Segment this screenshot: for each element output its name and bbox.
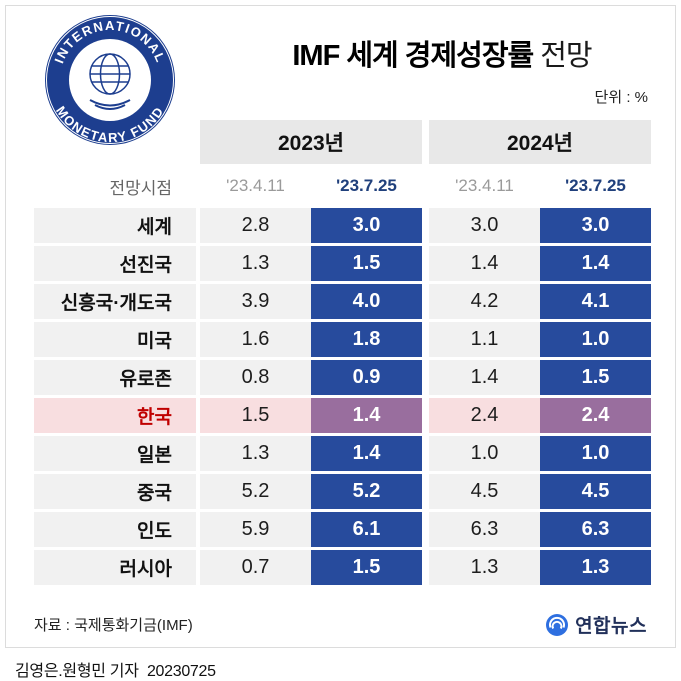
cell-value: 2.4 [429, 398, 540, 433]
row-label: 세계 [34, 208, 196, 243]
cell-value: 0.9 [311, 360, 422, 395]
cell-value: 1.5 [311, 550, 422, 585]
cell-value: 4.5 [429, 474, 540, 509]
cell-value: 1.0 [429, 436, 540, 471]
date-header: '23.7.25 [336, 176, 397, 195]
cell-value: 5.9 [200, 512, 311, 547]
year-header-2024: 2024년 [429, 120, 651, 164]
table-row: 선진국 1.3 1.5 1.4 1.4 [34, 246, 651, 281]
row-label: 유로존 [34, 360, 196, 395]
cell-value: 4.5 [540, 474, 651, 509]
imf-logo-icon: INTERNATIONAL MONETARY FUND [45, 15, 175, 145]
table-row: 세계 2.8 3.0 3.0 3.0 [34, 208, 651, 243]
imf-globe-icon [89, 53, 131, 110]
column-group-gap [422, 284, 429, 319]
cell-value: 1.4 [540, 246, 651, 281]
table-row: 러시아 0.7 1.5 1.3 1.3 [34, 550, 651, 585]
cell-value: 4.2 [429, 284, 540, 319]
yonhap-icon [546, 613, 569, 636]
cell-value: 6.1 [311, 512, 422, 547]
title-main: IMF 세계 경제성장률 [292, 40, 534, 72]
cell-value: 1.1 [429, 322, 540, 357]
unit-label: 단위 : % [594, 89, 648, 106]
cell-value: 1.5 [311, 246, 422, 281]
cell-value: 5.2 [200, 474, 311, 509]
date-header: '23.4.11 [455, 176, 514, 195]
cell-value: 2.4 [540, 398, 651, 433]
yonhap-logo: 연합뉴스 [545, 611, 647, 638]
cell-value: 4.1 [540, 284, 651, 319]
column-group-gap [422, 360, 429, 395]
column-group-gap [422, 120, 429, 164]
cell-value: 1.8 [311, 322, 422, 357]
column-group-gap [422, 166, 429, 206]
row-label: 중국 [34, 474, 196, 509]
year-header-2023: 2023년 [200, 120, 422, 164]
table-row: 유로존 0.8 0.9 1.4 1.5 [34, 360, 651, 395]
row-label: 인도 [34, 512, 196, 547]
cell-value: 1.0 [540, 322, 651, 357]
row-label: 한국 [34, 398, 196, 433]
forecast-point-label: 전망시점 [109, 178, 172, 198]
cell-value: 1.4 [311, 436, 422, 471]
table-row: 미국 1.6 1.8 1.1 1.0 [34, 322, 651, 357]
row-label: 선진국 [34, 246, 196, 281]
column-group-gap [422, 550, 429, 585]
table-row: 신흥국·개도국 3.9 4.0 4.2 4.1 [34, 284, 651, 319]
table-body: 세계 2.8 3.0 3.0 3.0 선진국 1.3 1.5 1.4 1.4 신… [34, 208, 651, 585]
column-group-gap [422, 246, 429, 281]
cell-value: 3.0 [540, 208, 651, 243]
cell-value: 5.2 [311, 474, 422, 509]
column-group-gap [422, 398, 429, 433]
cell-value: 6.3 [429, 512, 540, 547]
column-group-gap [422, 208, 429, 243]
cell-value: 1.6 [200, 322, 311, 357]
date-header: '23.7.25 [565, 176, 626, 195]
byline: 김영은.원형민 기자 20230725 [15, 663, 216, 680]
header: INTERNATIONAL MONETARY FUND IMF 세계 경제성장률… [6, 6, 675, 145]
column-group-gap [422, 512, 429, 547]
forecast-table: 2023년 2024년 전망시점 '23.4.11 '23.7.25 '23.4… [34, 120, 651, 585]
cell-value: 3.0 [311, 208, 422, 243]
footer: 자료 : 국제통화기금(IMF) 연합뉴스 [34, 611, 647, 638]
title-suffix: 전망 [540, 40, 592, 72]
cell-value: 1.0 [540, 436, 651, 471]
cell-value: 1.4 [311, 398, 422, 433]
column-group-gap [422, 436, 429, 471]
cell-value: 1.4 [429, 246, 540, 281]
cell-value: 4.0 [311, 284, 422, 319]
cell-value: 1.4 [429, 360, 540, 395]
cell-value: 1.3 [200, 436, 311, 471]
cell-value: 1.3 [540, 550, 651, 585]
source-label: 자료 : 국제통화기금(IMF) [34, 617, 193, 634]
table-row: 한국 1.5 1.4 2.4 2.4 [34, 398, 651, 433]
column-group-gap [422, 474, 429, 509]
page-title: IMF 세계 경제성장률 전망 [231, 32, 653, 74]
year-header-row: 2023년 2024년 [34, 120, 651, 164]
row-label: 러시아 [34, 550, 196, 585]
cell-value: 1.3 [429, 550, 540, 585]
row-label: 신흥국·개도국 [34, 284, 196, 319]
infographic-frame: INTERNATIONAL MONETARY FUND IMF 세계 경제성장률… [5, 5, 676, 648]
cell-value: 1.5 [540, 360, 651, 395]
table-row: 일본 1.3 1.4 1.0 1.0 [34, 436, 651, 471]
cell-value: 1.3 [200, 246, 311, 281]
cell-value: 1.5 [200, 398, 311, 433]
date-header: '23.4.11 [226, 176, 285, 195]
column-group-gap [422, 322, 429, 357]
cell-value: 0.7 [200, 550, 311, 585]
table-row: 중국 5.2 5.2 4.5 4.5 [34, 474, 651, 509]
row-label: 일본 [34, 436, 196, 471]
cell-value: 3.9 [200, 284, 311, 319]
cell-value: 6.3 [540, 512, 651, 547]
table-row: 인도 5.9 6.1 6.3 6.3 [34, 512, 651, 547]
cell-value: 2.8 [200, 208, 311, 243]
date-header-row: 전망시점 '23.4.11 '23.7.25 '23.4.11 '23.7.25 [34, 166, 647, 206]
agency-name: 연합뉴스 [575, 616, 647, 637]
cell-value: 0.8 [200, 360, 311, 395]
cell-value: 3.0 [429, 208, 540, 243]
row-label: 미국 [34, 322, 196, 357]
